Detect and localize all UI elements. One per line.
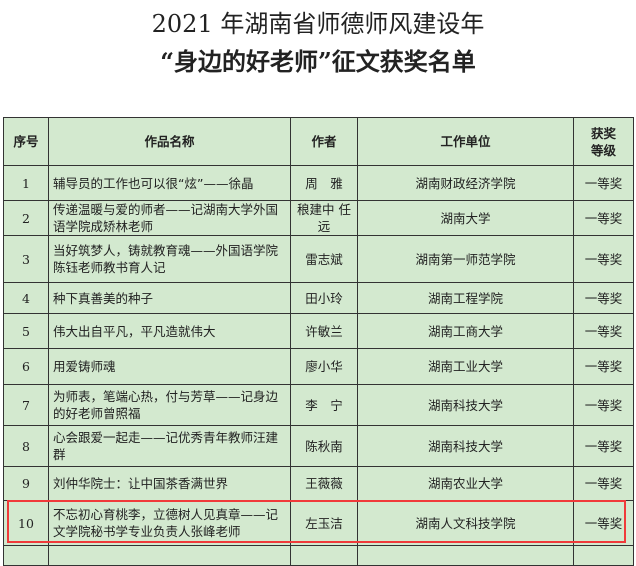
award-level: 一等奖	[573, 500, 634, 546]
table-row: 7 为师表，笔端心热，付与芳草——记身边的好老师曾照福李 宁湖南科技大学 一等奖	[3, 384, 634, 426]
work-title: 心会跟爱一起走——记优秀青年教师汪建群	[48, 425, 291, 467]
author: 陈秋南	[290, 425, 358, 467]
award-level: 一等奖	[573, 425, 634, 467]
header-author: 作者	[290, 117, 358, 166]
table-row: 2 传递温暖与爱的师者——记湖南大学外国语学院成矫林老师 稂建中 任 远湖南大学 一等…	[3, 200, 634, 236]
award-level: 一等奖	[573, 313, 634, 349]
award-level: 一等奖	[573, 384, 634, 426]
table-row: 3 当好筑梦人，铸就教育魂——外国语学院陈钰老师教书育人记 雷志斌 湖南第一师范学院一…	[3, 235, 634, 283]
work-unit: 湖南第一师范学院	[357, 235, 574, 283]
row-number: 3	[3, 235, 49, 283]
work-unit: 湖南工业大学	[357, 348, 574, 385]
row-number: 10	[3, 500, 49, 546]
empty-cell	[48, 545, 291, 566]
header-award: 获奖等级	[573, 117, 634, 166]
award-table: 序号 作品名称 作者 工作单位 获奖等级 1 辅导员的工作也可以很“炫”——徐晶周…	[3, 117, 634, 566]
table-row-partial	[3, 545, 634, 566]
table-row: 8 心会跟爱一起走——记优秀青年教师汪建群 陈秋南 湖南科技大学 一等奖	[3, 425, 634, 467]
empty-cell	[290, 545, 358, 566]
work-title: 当好筑梦人，铸就教育魂——外国语学院陈钰老师教书育人记	[48, 235, 291, 283]
row-number: 6	[3, 348, 49, 385]
award-level: 一等奖	[573, 235, 634, 283]
table-row: 6 用爱铸师魂 廖小华 湖南工业大学 一等奖	[3, 348, 634, 385]
empty-cell	[357, 545, 574, 566]
row-number: 1	[3, 165, 49, 201]
award-level: 一等奖	[573, 165, 634, 201]
title-line-1: 2021 年湖南省师德师风建设年	[151, 10, 485, 38]
author: 王薇薇	[290, 466, 358, 501]
work-title: 种下真善美的种子	[48, 282, 291, 314]
author: 田小玲	[290, 282, 358, 314]
author: 廖小华	[290, 348, 358, 385]
work-unit: 湖南农业大学	[357, 466, 574, 501]
author: 周 雅	[290, 165, 358, 201]
work-unit: 湖南工商大学	[357, 313, 574, 349]
award-level: 一等奖	[573, 282, 634, 314]
work-unit: 湖南科技大学	[357, 384, 574, 426]
work-unit: 湖南科技大学	[357, 425, 574, 467]
award-level: 一等奖	[573, 466, 634, 501]
author: 稂建中 任 远	[290, 200, 364, 236]
empty-cell	[573, 545, 634, 566]
work-title: 辅导员的工作也可以很“炫”——徐晶	[48, 165, 291, 201]
table-header: 序号 作品名称 作者 工作单位 获奖等级	[3, 117, 634, 166]
award-level: 一等奖	[573, 348, 634, 385]
row-number: 9	[3, 466, 49, 501]
table-row: 5 伟大出自平凡，平凡造就伟大 许敏兰 湖南工商大学 一等奖	[3, 313, 634, 349]
author: 许敏兰	[290, 313, 358, 349]
row-number: 5	[3, 313, 49, 349]
work-unit: 湖南大学	[357, 200, 574, 236]
row-number: 4	[3, 282, 49, 314]
table-row: 10 不忘初心育桃李，立德树人见真章——记文学院秘书学专业负责人张峰老师 左玉洁 湖南…	[3, 500, 634, 546]
row-number: 8	[3, 425, 49, 467]
table-row: 1 辅导员的工作也可以很“炫”——徐晶周 雅湖南财政经济学院 一等奖	[3, 165, 634, 201]
award-level: 一等奖	[573, 200, 634, 236]
row-number: 7	[3, 384, 49, 426]
empty-cell	[3, 545, 49, 566]
header-no: 序号	[3, 117, 49, 166]
work-title: 刘仲华院士：让中国茶香满世界	[48, 466, 291, 501]
work-title: 用爱铸师魂	[48, 348, 291, 385]
work-title: 传递温暖与爱的师者——记湖南大学外国语学院成矫林老师	[48, 200, 291, 236]
author: 雷志斌	[290, 235, 358, 283]
work-unit: 湖南财政经济学院	[357, 165, 574, 201]
table-row: 9 刘仲华院士：让中国茶香满世界 王薇薇 湖南农业大学 一等奖	[3, 466, 634, 501]
table-row: 4 种下真善美的种子 田小玲 湖南工程学院 一等奖	[3, 282, 634, 314]
work-title: 不忘初心育桃李，立德树人见真章——记文学院秘书学专业负责人张峰老师	[48, 500, 291, 546]
highlight-box	[7, 500, 626, 543]
work-title: 为师表，笔端心热，付与芳草——记身边的好老师曾照福	[48, 384, 291, 426]
work-unit: 湖南人文科技学院	[357, 500, 574, 546]
work-title: 伟大出自平凡，平凡造就伟大	[48, 313, 291, 349]
work-unit: 湖南工程学院	[357, 282, 574, 314]
header-title: 作品名称	[48, 117, 291, 166]
author: 李 宁	[290, 384, 358, 426]
title-line-2: “身边的好老师”征文获奖名单	[160, 47, 476, 76]
header-unit: 工作单位	[357, 117, 574, 166]
row-number: 2	[3, 200, 49, 236]
